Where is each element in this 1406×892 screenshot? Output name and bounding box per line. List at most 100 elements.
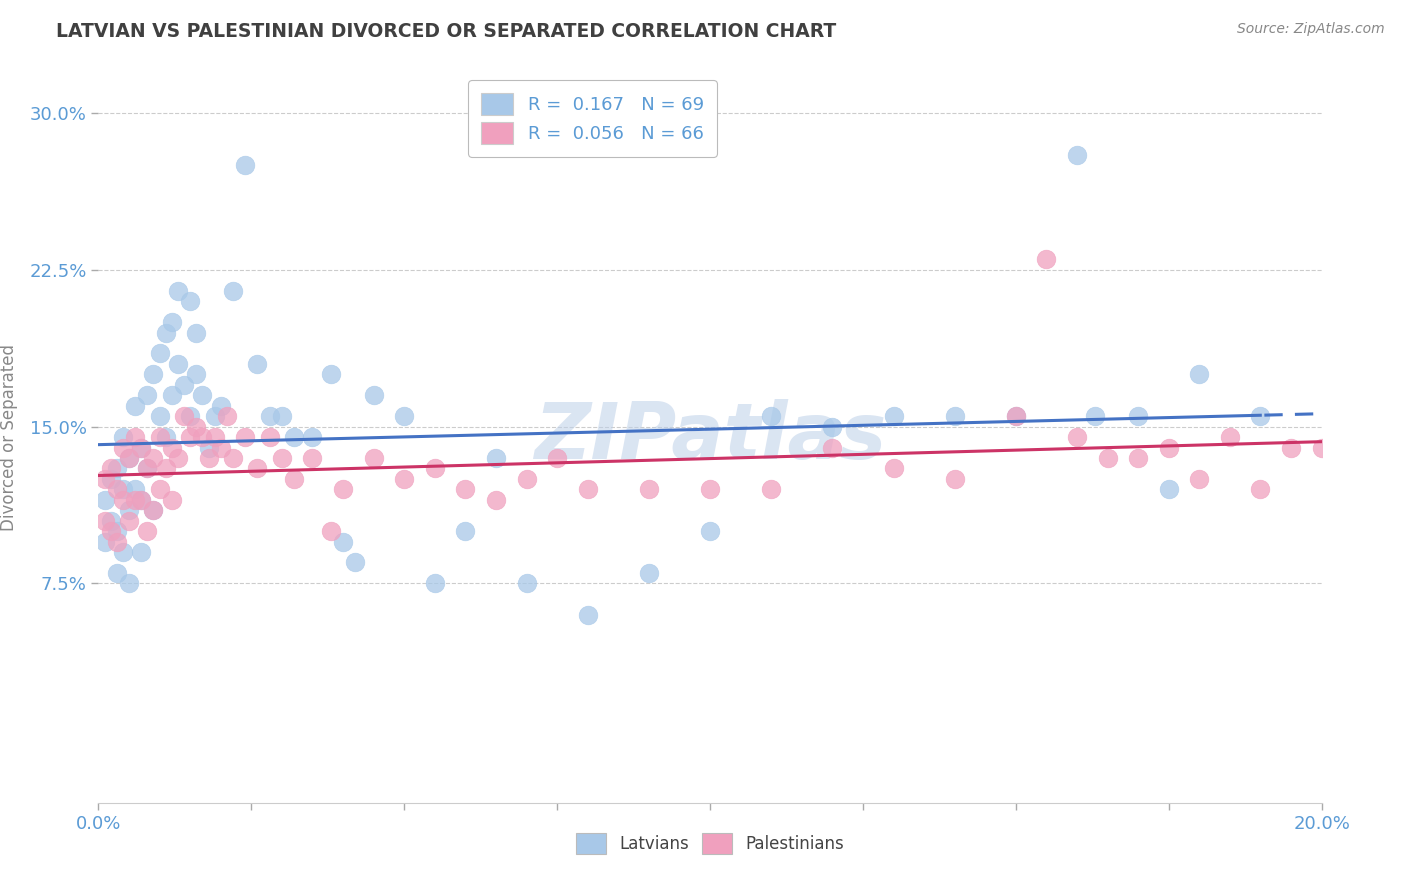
Point: [136, 461, 159, 475]
Point: [124, 483, 146, 497]
Point: [186, 419, 208, 434]
Point: [821, 419, 844, 434]
Point: [546, 450, 568, 465]
Point: [209, 441, 232, 455]
Point: [142, 503, 165, 517]
Point: [1004, 409, 1026, 424]
Point: [454, 483, 477, 497]
Point: [93, 472, 115, 486]
Point: [1097, 450, 1119, 465]
Point: [883, 461, 905, 475]
Point: [197, 450, 219, 465]
Point: [124, 430, 146, 444]
Point: [516, 472, 538, 486]
Point: [1004, 409, 1026, 424]
Point: [149, 430, 172, 444]
Point: [1066, 148, 1088, 162]
Point: [222, 450, 245, 465]
Point: [283, 472, 305, 486]
Point: [204, 430, 226, 444]
Point: [105, 483, 128, 497]
Point: [759, 483, 782, 497]
Text: ZIPatlas: ZIPatlas: [534, 399, 886, 475]
Point: [186, 368, 208, 382]
Point: [392, 472, 416, 486]
Point: [136, 524, 159, 538]
Y-axis label: Divorced or Separated: Divorced or Separated: [0, 343, 18, 531]
Point: [637, 566, 661, 580]
Point: [118, 450, 141, 465]
Point: [118, 450, 141, 465]
Point: [100, 461, 122, 475]
Point: [821, 441, 844, 455]
Point: [1279, 441, 1302, 455]
Point: [93, 534, 115, 549]
Point: [576, 483, 599, 497]
Point: [392, 409, 416, 424]
Point: [155, 326, 177, 340]
Point: [129, 441, 152, 455]
Point: [1035, 252, 1057, 267]
Point: [111, 545, 134, 559]
Point: [283, 430, 305, 444]
Point: [485, 492, 508, 507]
Point: [173, 409, 195, 424]
Point: [118, 503, 141, 517]
Point: [270, 409, 292, 424]
Point: [142, 368, 165, 382]
Point: [160, 492, 183, 507]
Point: [454, 524, 477, 538]
Point: [100, 472, 122, 486]
Point: [1219, 430, 1241, 444]
Point: [699, 524, 721, 538]
Point: [118, 576, 141, 591]
Point: [179, 294, 201, 309]
Point: [129, 492, 152, 507]
Point: [129, 441, 152, 455]
Point: [883, 409, 905, 424]
Point: [155, 461, 177, 475]
Point: [111, 483, 134, 497]
Text: Source: ZipAtlas.com: Source: ZipAtlas.com: [1237, 22, 1385, 37]
Point: [943, 409, 966, 424]
Point: [637, 483, 661, 497]
Point: [105, 566, 128, 580]
Point: [259, 430, 281, 444]
Point: [423, 576, 446, 591]
Point: [576, 607, 599, 622]
Point: [167, 284, 190, 298]
Point: [167, 450, 190, 465]
Point: [142, 503, 165, 517]
Point: [1188, 472, 1211, 486]
Point: [124, 399, 146, 413]
Point: [124, 492, 146, 507]
Point: [363, 450, 385, 465]
Point: [149, 483, 172, 497]
Point: [149, 346, 172, 360]
Point: [332, 483, 354, 497]
Point: [943, 472, 966, 486]
Point: [100, 524, 122, 538]
Point: [1128, 450, 1150, 465]
Point: [246, 357, 269, 371]
Point: [191, 430, 214, 444]
Point: [1188, 368, 1211, 382]
Point: [485, 450, 508, 465]
Point: [270, 450, 292, 465]
Point: [111, 441, 134, 455]
Point: [319, 524, 342, 538]
Point: [759, 409, 782, 424]
Point: [423, 461, 446, 475]
Point: [191, 388, 214, 402]
Point: [160, 315, 183, 329]
Point: [233, 430, 256, 444]
Point: [111, 430, 134, 444]
Point: [197, 441, 219, 455]
Point: [129, 492, 152, 507]
Point: [1310, 441, 1333, 455]
Point: [1084, 409, 1107, 424]
Point: [1157, 441, 1180, 455]
Point: [149, 409, 172, 424]
Point: [186, 326, 208, 340]
Point: [332, 534, 354, 549]
